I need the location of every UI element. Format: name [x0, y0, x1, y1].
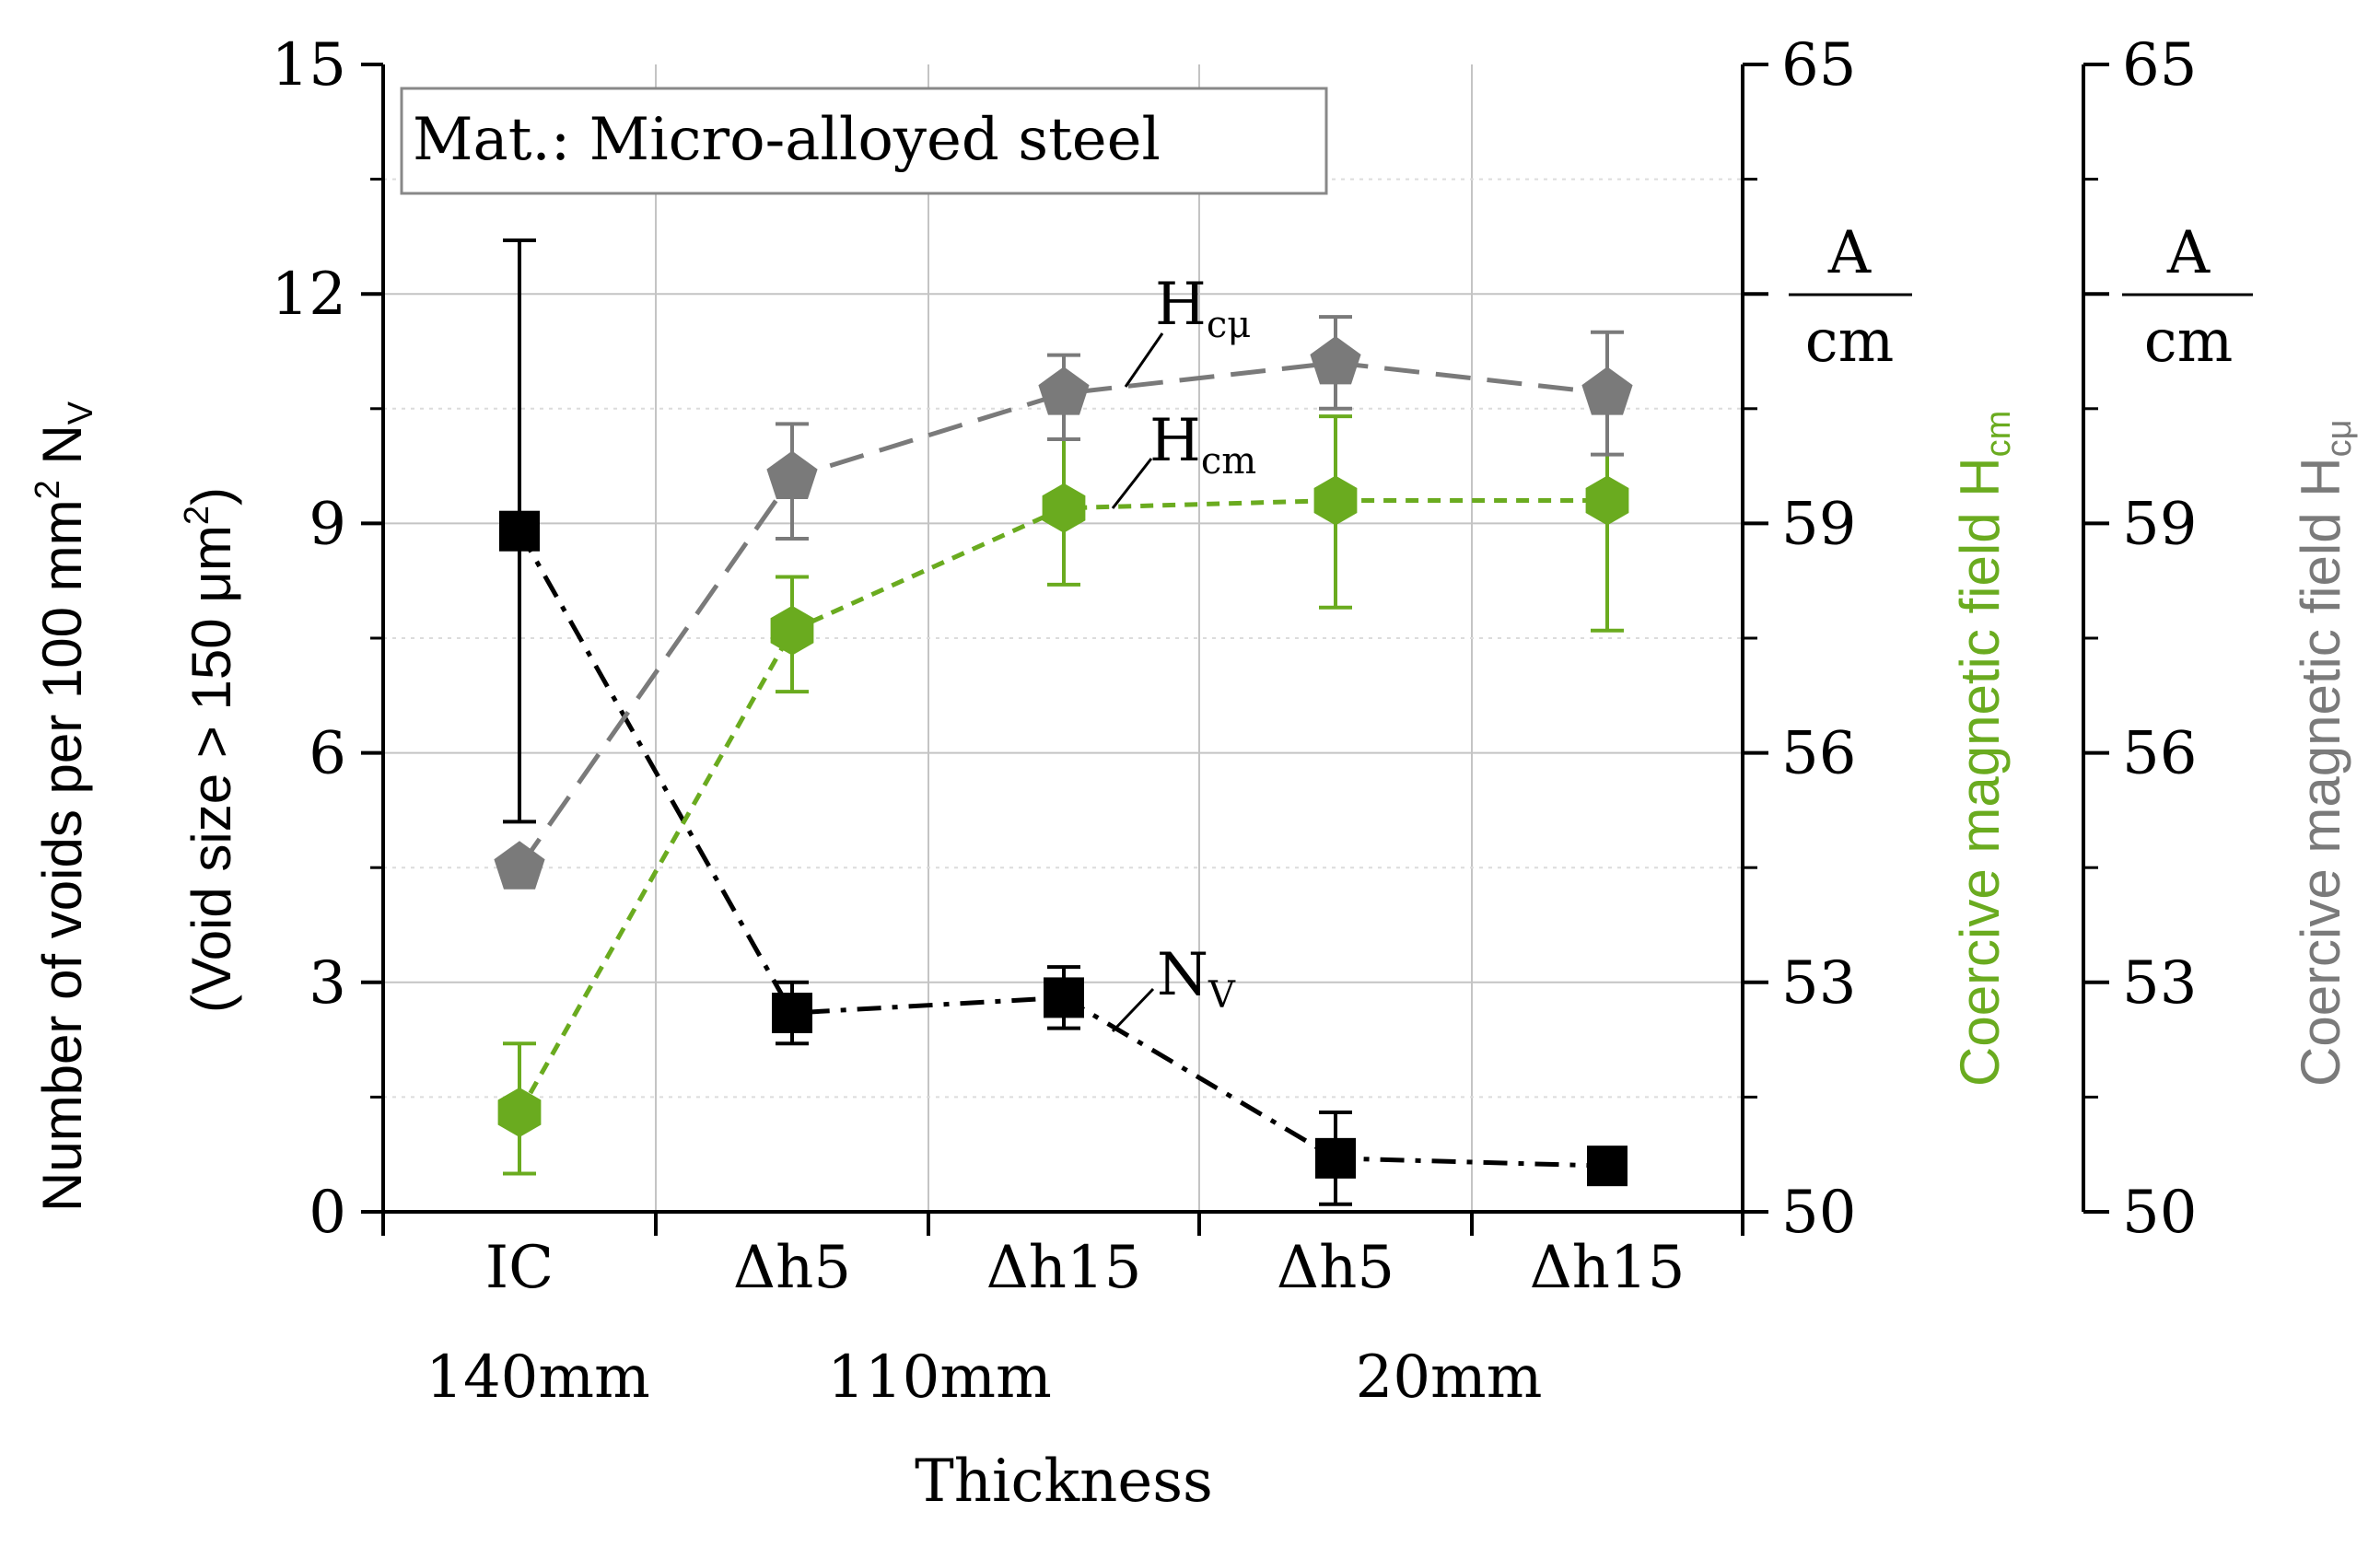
y-left-label2-end: )	[181, 487, 242, 506]
series-line-0	[517, 529, 1608, 1169]
thickness-label-110: 110mm	[827, 1343, 1052, 1412]
y-left-label-line2: (Void size > 150 μm2)	[178, 487, 242, 1013]
category-label-5: Δh15	[1530, 1234, 1686, 1302]
annotation-hcmu: Hcμ	[1124, 271, 1251, 388]
y-right1-label: Coercive magnetic field Hcm	[1949, 411, 2018, 1087]
thickness-label-20: 20mm	[1356, 1343, 1543, 1412]
y-left-label2-sup: 2	[178, 506, 216, 525]
marker-1-0	[497, 1088, 542, 1137]
y-right1-tick-label-4: 65	[1781, 31, 1856, 99]
marker-1-1	[770, 605, 814, 656]
category-label-2: Δh5	[733, 1234, 851, 1302]
marker-0-4	[1587, 1146, 1628, 1187]
y-right1-unit-top: A	[1827, 219, 1872, 287]
y-left-label-sub: V	[62, 401, 100, 425]
marker-1-2	[1042, 483, 1086, 533]
grid-layer	[383, 64, 1743, 1212]
series-markers	[494, 238, 1633, 1206]
annotation-hcm: Hcm	[1111, 407, 1256, 509]
annotation-hcm-sub: cm	[1201, 440, 1256, 483]
y-right1-tick-label-3: 59	[1781, 490, 1856, 558]
y-left-label-mid: N	[31, 425, 93, 480]
y-right2-label-sub: cμ	[2320, 419, 2359, 457]
annotation-nv-main: N	[1157, 941, 1208, 1009]
y-left-tick-label-0: 0	[309, 1179, 346, 1247]
annotation-nv-sub: V	[1208, 974, 1236, 1017]
y-left-label-sup: 2	[29, 480, 67, 499]
y-right2-unit-top: A	[2166, 219, 2211, 287]
marker-0-1	[772, 993, 812, 1034]
marker-2-0	[494, 841, 545, 890]
y-right1-unit-bottom: cm	[1805, 308, 1895, 376]
annotation-nv: NV	[1111, 941, 1236, 1033]
category-label-3: Δh15	[986, 1234, 1142, 1302]
marker-1-3	[1313, 475, 1358, 526]
y-left-tick-label-4: 12	[272, 261, 346, 329]
marker-0-3	[1315, 1137, 1356, 1179]
annotation-hcmu-label: Hcμ	[1155, 271, 1251, 346]
annotation-hcmu-leader	[1124, 332, 1164, 388]
y-right1-label-text: Coercive magnetic field H	[1949, 457, 2011, 1087]
y-right1-label-sub: cm	[1979, 411, 2018, 458]
thickness-label-140: 140mm	[426, 1343, 650, 1412]
y-right1-tick-label-1: 53	[1781, 949, 1856, 1018]
marker-0-0	[499, 510, 540, 552]
y-right2-tick-label-0: 50	[2122, 1179, 2197, 1247]
y-left-label2-text: (Void size > 150 μm	[181, 525, 242, 1013]
y-right2-tick-label-1: 53	[2122, 949, 2197, 1018]
y-left-tick-label-5: 15	[272, 31, 346, 99]
y-left-tick-label-1: 3	[309, 949, 346, 1018]
marker-2-2	[1038, 366, 1090, 415]
y-right2-unit-bottom: cm	[2144, 308, 2234, 376]
annotation-hcm-leader	[1111, 458, 1153, 509]
y-left-tick-label-3: 9	[309, 490, 346, 558]
y-left-label-line1: Number of voids per 100 mm2 NV	[29, 401, 100, 1212]
category-label-4: Δh5	[1277, 1234, 1394, 1302]
material-legend: Mat.: Micro-alloyed steel	[400, 87, 1328, 195]
category-label-1: IC	[485, 1234, 554, 1302]
material-legend-box	[400, 87, 1328, 195]
annotation-nv-leader	[1111, 987, 1155, 1033]
y-right2-tick-label-4: 65	[2122, 31, 2197, 99]
y-right2-tick-label-3: 59	[2122, 490, 2197, 558]
annotation-hcmu-main: H	[1155, 271, 1207, 339]
series-line-2	[517, 360, 1608, 869]
annotation-hcmu-sub: cμ	[1207, 304, 1251, 346]
annotation-hcm-main: H	[1149, 407, 1201, 475]
y-left-label-text: Number of voids per 100 mm	[31, 499, 93, 1212]
axes-layer: 0 3 6 9 12 15 50 53 56 59 65 50 53 56 59 65	[272, 31, 2198, 1247]
marker-2-1	[766, 450, 818, 499]
x-axis-label: Thickness	[915, 1448, 1213, 1516]
y-right2-label: Coercive magnetic field Hcμ	[2290, 419, 2359, 1087]
annotation-hcm-label: Hcm	[1149, 407, 1256, 483]
y-right1-tick-label-2: 56	[1781, 720, 1856, 788]
marker-2-4	[1581, 366, 1633, 415]
y-right2-label-text: Coercive magnetic field H	[2290, 457, 2351, 1087]
marker-0-2	[1044, 977, 1084, 1018]
y-right1-tick-label-0: 50	[1781, 1179, 1856, 1247]
marker-2-3	[1310, 336, 1361, 385]
y-right2-tick-label-2: 56	[2122, 720, 2197, 788]
annotation-nv-label: NV	[1157, 941, 1236, 1017]
marker-1-4	[1585, 475, 1629, 526]
y-left-tick-label-2: 6	[309, 720, 346, 788]
material-legend-text: Mat.: Micro-alloyed steel	[413, 106, 1161, 174]
